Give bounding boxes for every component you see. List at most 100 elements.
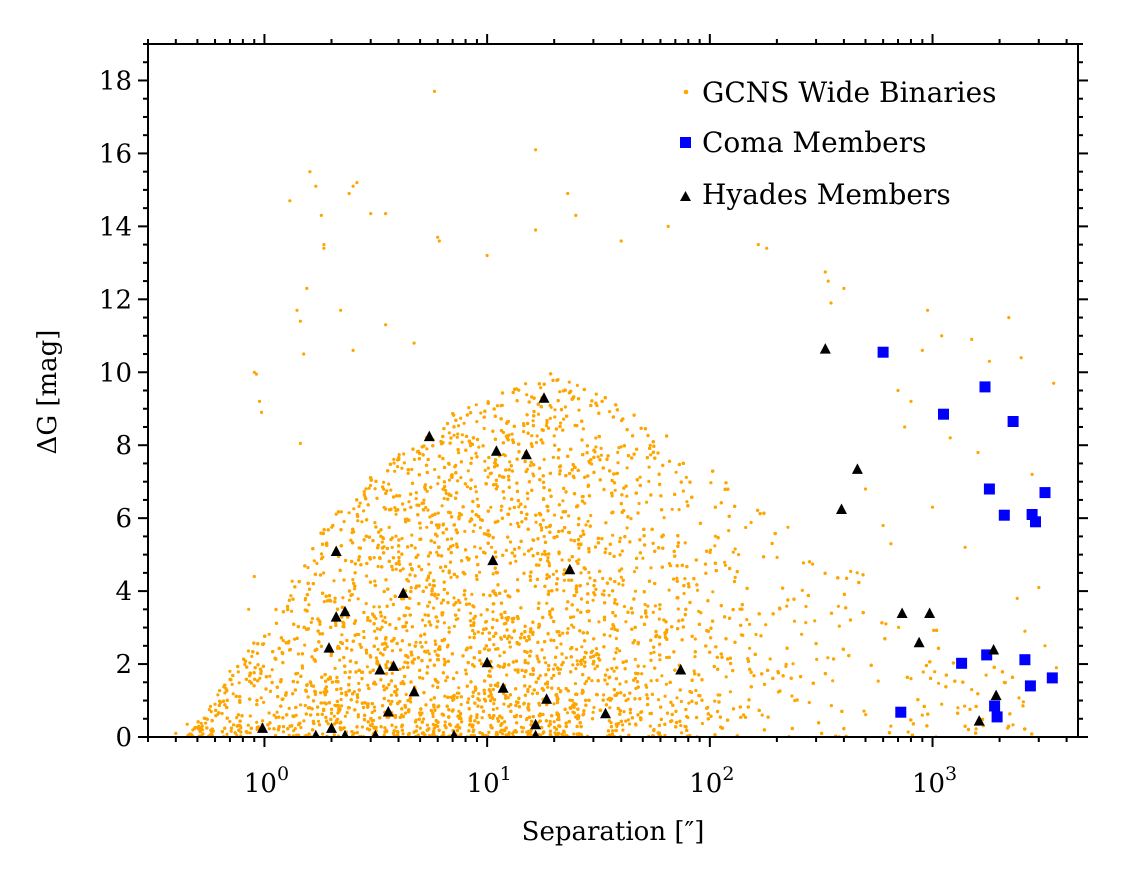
gcns-point: [804, 621, 808, 625]
gcns-point: [586, 519, 590, 523]
gcns-point: [807, 700, 811, 705]
gcns-point: [540, 552, 545, 556]
gcns-point: [684, 475, 688, 479]
gcns-point: [510, 432, 514, 436]
gcns-point: [849, 569, 853, 574]
gcns-point: [463, 529, 467, 534]
gcns-point: [676, 607, 680, 611]
gcns-point: [421, 618, 425, 622]
gcns-point: [308, 706, 312, 710]
gcns-point: [551, 572, 556, 577]
gcns-point: [401, 732, 405, 736]
gcns-point: [383, 615, 387, 620]
gcns-point: [376, 647, 380, 652]
gcns-point: [339, 697, 343, 702]
gcns-point: [456, 424, 461, 428]
gcns-point: [377, 605, 381, 609]
gcns-point: [588, 576, 592, 580]
gcns-point: [319, 552, 324, 556]
gcns-point: [502, 702, 506, 706]
gcns-point: [300, 664, 304, 668]
gcns-point: [464, 597, 468, 601]
gcns-point: [396, 465, 400, 469]
gcns-point: [433, 649, 437, 653]
gcns-point: [572, 625, 576, 629]
gcns-point: [506, 696, 510, 700]
gcns-point: [700, 721, 705, 726]
gcns-point: [403, 711, 408, 715]
gcns-point: [455, 435, 459, 439]
gcns-point: [486, 475, 490, 479]
gcns-point: [478, 570, 482, 574]
gcns-point: [643, 602, 647, 607]
gcns-point: [675, 576, 679, 580]
gcns-point: [608, 706, 612, 710]
gcns-point: [347, 598, 351, 602]
gcns-point: [748, 622, 752, 627]
gcns-point: [393, 469, 397, 473]
gcns-point: [356, 597, 360, 601]
gcns-point: [484, 619, 488, 624]
gcns-point: [351, 578, 355, 582]
gcns-point: [455, 691, 459, 695]
gcns-point: [581, 427, 586, 431]
gcns-point: [383, 726, 387, 730]
gcns-point: [595, 404, 599, 408]
gcns-point: [380, 540, 384, 544]
gcns-point: [569, 538, 573, 542]
gcns-point: [229, 729, 233, 733]
gcns-point: [503, 454, 507, 458]
gcns-point: [490, 545, 494, 549]
gcns-point: [394, 725, 398, 729]
gcns-point: [675, 696, 679, 700]
gcns-point: [508, 645, 512, 649]
gcns-point: [686, 715, 690, 720]
gcns-point: [290, 609, 294, 613]
gcns-point: [617, 446, 621, 450]
gcns-point: [984, 673, 988, 677]
gcns-point: [473, 485, 477, 489]
gcns-point: [495, 706, 499, 710]
gcns-point: [458, 511, 462, 515]
gcns-point: [562, 578, 567, 582]
gcns-point: [237, 681, 241, 685]
gcns-point: [362, 490, 366, 494]
gcns-point: [683, 541, 687, 545]
gcns-point: [220, 711, 224, 716]
gcns-point: [458, 601, 462, 605]
gcns-point: [652, 650, 656, 654]
gcns-point: [538, 674, 542, 678]
gcns-point: [334, 512, 338, 516]
gcns-point: [248, 731, 252, 735]
gcns-point: [436, 511, 440, 515]
gcns-point: [502, 496, 506, 500]
gcns-point: [341, 596, 345, 600]
gcns-point: [498, 654, 502, 658]
gcns-point: [620, 549, 624, 553]
gcns-point: [379, 651, 383, 655]
gcns-point: [616, 461, 620, 465]
gcns-point: [723, 563, 728, 567]
gcns-point: [435, 596, 439, 600]
gcns-point: [365, 665, 369, 669]
gcns-point: [199, 721, 203, 725]
gcns-point: [567, 514, 571, 518]
gcns-point: [360, 725, 364, 729]
gcns-point: [897, 625, 901, 630]
gcns-point: [442, 496, 446, 501]
gcns-point: [624, 699, 628, 703]
gcns-point: [397, 453, 401, 457]
gcns-point: [560, 516, 564, 520]
gcns-point: [281, 730, 286, 734]
gcns-point: [357, 633, 361, 637]
gcns-point: [235, 716, 239, 720]
gcns-point: [247, 674, 252, 678]
gcns-point: [560, 558, 564, 562]
gcns-point: [204, 721, 208, 725]
gcns-point: [559, 642, 563, 646]
gcns-point: [457, 608, 461, 612]
gcns-point: [536, 657, 540, 661]
gcns-point: [423, 613, 427, 617]
gcns-point: [646, 604, 650, 608]
gcns-point: [459, 476, 463, 480]
